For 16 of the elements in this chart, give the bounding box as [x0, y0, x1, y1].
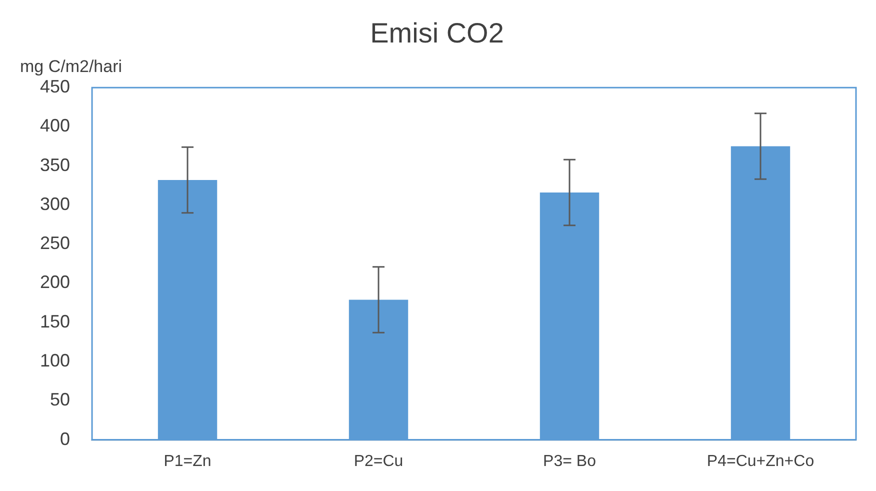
y-tick-label: 50: [50, 390, 70, 410]
y-tick-label: 150: [40, 311, 70, 332]
y-tick-label: 450: [40, 76, 70, 97]
x-tick-label: P3= Bo: [543, 452, 596, 470]
x-tick-label: P2=Cu: [354, 452, 404, 470]
y-tick-label: 0: [60, 428, 70, 449]
y-axis-title: mg C/m2/hari: [20, 56, 122, 76]
x-tick-label: P4=Cu+Zn+Co: [706, 452, 814, 470]
y-tick-label: 350: [40, 154, 70, 175]
y-tick-label: 300: [40, 194, 70, 214]
y-tick-label: 200: [40, 272, 70, 292]
y-tick-label: 100: [40, 350, 70, 370]
chart-title: Emisi CO2: [370, 18, 504, 49]
x-tick-label: P1=Zn: [164, 452, 212, 470]
y-tick-label: 250: [40, 233, 70, 254]
y-tick-label: 400: [40, 116, 70, 136]
